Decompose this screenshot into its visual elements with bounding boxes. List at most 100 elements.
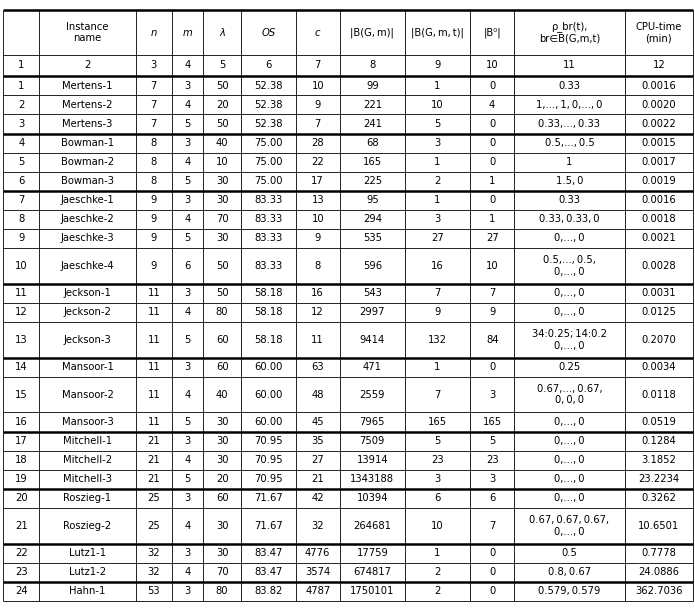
Text: 27: 27 [486, 234, 498, 243]
Text: 2997: 2997 [359, 307, 385, 317]
Text: 6: 6 [265, 60, 272, 71]
Text: 7: 7 [434, 289, 441, 298]
Text: 3: 3 [151, 60, 157, 71]
Text: 40: 40 [216, 390, 229, 400]
Text: 9: 9 [151, 234, 157, 243]
Text: 5: 5 [219, 60, 225, 71]
Text: 6: 6 [489, 493, 496, 503]
Text: 3: 3 [489, 474, 496, 484]
Text: 0.3262: 0.3262 [641, 493, 676, 503]
Text: 0: 0 [489, 567, 496, 577]
Text: 0.0118: 0.0118 [641, 390, 676, 400]
Text: 83.82: 83.82 [254, 586, 282, 597]
Text: 1: 1 [434, 362, 441, 372]
Text: 10.6501: 10.6501 [638, 521, 680, 531]
Text: 0.1284: 0.1284 [641, 436, 676, 446]
Text: 10: 10 [431, 521, 444, 531]
Text: 6: 6 [184, 261, 190, 271]
Text: 0.5,..., 0.5: 0.5,..., 0.5 [545, 138, 594, 148]
Text: 7: 7 [315, 119, 321, 129]
Text: 28: 28 [311, 138, 324, 148]
Text: 70: 70 [215, 214, 229, 224]
Text: 23.2234: 23.2234 [638, 474, 679, 484]
Text: 50: 50 [215, 119, 229, 129]
Text: 52.38: 52.38 [254, 119, 283, 129]
Text: 1: 1 [434, 81, 441, 91]
Text: 5: 5 [489, 436, 496, 446]
Text: 4: 4 [184, 455, 190, 465]
Text: 21: 21 [147, 474, 160, 484]
Text: 0.0016: 0.0016 [641, 81, 676, 91]
Text: 63: 63 [311, 362, 324, 372]
Text: 60.00: 60.00 [254, 362, 282, 372]
Text: 13914: 13914 [357, 455, 389, 465]
Text: 1: 1 [18, 60, 24, 71]
Text: 11: 11 [147, 362, 160, 372]
Text: 99: 99 [366, 81, 379, 91]
Text: 241: 241 [363, 119, 382, 129]
Text: 221: 221 [363, 100, 382, 110]
Text: 4: 4 [18, 138, 24, 148]
Text: 0.8, 0.67: 0.8, 0.67 [548, 567, 591, 577]
Text: 9: 9 [315, 100, 321, 110]
Text: 23: 23 [15, 567, 28, 577]
Text: 16: 16 [15, 417, 28, 427]
Text: 8: 8 [369, 60, 375, 71]
Text: m: m [183, 27, 193, 38]
Text: 225: 225 [363, 176, 382, 186]
Text: 20: 20 [215, 474, 229, 484]
Text: 1: 1 [566, 157, 573, 167]
Text: 11: 11 [147, 417, 160, 427]
Text: 4: 4 [184, 100, 190, 110]
Text: 5: 5 [184, 417, 190, 427]
Text: 10: 10 [311, 81, 324, 91]
Text: 11: 11 [147, 289, 160, 298]
Text: 3: 3 [184, 362, 190, 372]
Text: 3: 3 [489, 390, 496, 400]
Text: 5: 5 [184, 234, 190, 243]
Text: 50: 50 [215, 289, 229, 298]
Text: n: n [151, 27, 157, 38]
Text: 83.33: 83.33 [254, 195, 282, 206]
Text: 3: 3 [434, 214, 441, 224]
Text: CPU-time
(min): CPU-time (min) [635, 22, 682, 43]
Text: 58.18: 58.18 [254, 335, 283, 345]
Text: 0.67,..., 0.67,
0, 0, 0: 0.67,..., 0.67, 0, 0, 0 [537, 384, 603, 406]
Text: 7: 7 [315, 60, 321, 71]
Text: 1: 1 [18, 81, 24, 91]
Text: 21: 21 [147, 455, 160, 465]
Text: 32: 32 [147, 548, 160, 558]
Text: 52.38: 52.38 [254, 81, 283, 91]
Text: Roszieg-2: Roszieg-2 [63, 521, 112, 531]
Text: 70.95: 70.95 [254, 455, 283, 465]
Text: 11: 11 [147, 307, 160, 317]
Text: 50: 50 [215, 261, 229, 271]
Text: 83.33: 83.33 [254, 234, 282, 243]
Text: Jaeschke-1: Jaeschke-1 [60, 195, 115, 206]
Text: 1750101: 1750101 [350, 586, 395, 597]
Text: 17759: 17759 [357, 548, 389, 558]
Text: 7: 7 [489, 521, 496, 531]
Text: 1: 1 [434, 195, 441, 206]
Text: Roszieg-1: Roszieg-1 [63, 493, 112, 503]
Text: 0.0519: 0.0519 [641, 417, 676, 427]
Text: 16: 16 [311, 289, 324, 298]
Text: 596: 596 [363, 261, 382, 271]
Text: 1,..., 1, 0,..., 0: 1,..., 1, 0,..., 0 [537, 100, 603, 110]
Text: Mansoor-3: Mansoor-3 [62, 417, 113, 427]
Text: 3574: 3574 [305, 567, 330, 577]
Text: 11: 11 [563, 60, 575, 71]
Text: 9: 9 [489, 307, 496, 317]
Text: 165: 165 [428, 417, 447, 427]
Text: 0,..., 0: 0,..., 0 [554, 417, 584, 427]
Text: 7: 7 [151, 100, 157, 110]
Text: Mitchell-2: Mitchell-2 [63, 455, 112, 465]
Text: 9: 9 [434, 307, 441, 317]
Text: 543: 543 [363, 289, 382, 298]
Text: 9414: 9414 [360, 335, 385, 345]
Text: 3: 3 [184, 586, 190, 597]
Text: 10: 10 [431, 100, 444, 110]
Text: 132: 132 [428, 335, 447, 345]
Text: 3.1852: 3.1852 [641, 455, 676, 465]
Text: 2: 2 [434, 567, 441, 577]
